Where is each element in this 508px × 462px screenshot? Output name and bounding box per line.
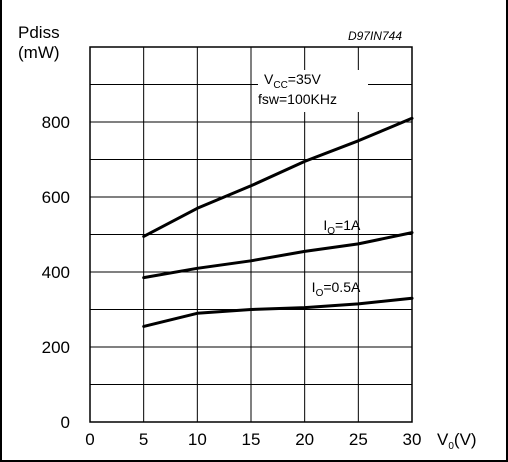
series-line [142, 231, 414, 280]
vcc-label: VCC=35V [264, 71, 322, 91]
series-label-sub: O [327, 226, 335, 237]
vcc-main: V [264, 71, 274, 87]
series-label-value: =0.5A [323, 279, 361, 295]
plot-area [89, 46, 413, 423]
series-label-value: =1A [335, 217, 361, 233]
y-tick-label: 600 [42, 188, 70, 207]
vcc-value: =35V [288, 71, 322, 87]
fsw-label: fsw=100KHz [258, 91, 337, 107]
x-axis-label-unit: (V) [454, 430, 477, 449]
vcc-sub: CC [273, 80, 287, 91]
tick-labels: 0 5 10 15 20 25 30 0 200 400 600 800 [42, 113, 422, 449]
x-tick-label: 5 [139, 430, 148, 449]
x-tick-label: 20 [295, 430, 314, 449]
x-axis-label-sub: 0 [448, 441, 454, 452]
y-tick-label: 0 [61, 413, 70, 432]
condition-annotation: VCC=35V fsw=100KHz [258, 70, 368, 112]
series-label: IO=1A [323, 217, 361, 237]
x-axis-label: V0(V) [437, 430, 477, 452]
x-tick-label: 30 [403, 430, 422, 449]
series-line [142, 116, 414, 238]
y-axis-label-line1: Pdiss [18, 23, 60, 42]
y-axis-label-line2: (mW) [18, 43, 60, 62]
series-label-main: I [312, 279, 316, 295]
x-tick-label: 25 [349, 430, 368, 449]
y-tick-label: 200 [42, 338, 70, 357]
x-tick-label: 15 [242, 430, 261, 449]
series-label: IO=0.5A [312, 279, 361, 299]
x-axis-label-main: V [437, 430, 449, 449]
y-tick-label: 400 [42, 263, 70, 282]
series-label-sub: O [316, 288, 324, 299]
figure-code: D97IN744 [348, 29, 402, 43]
x-tick-label: 0 [85, 430, 94, 449]
y-tick-label: 800 [42, 113, 70, 132]
series-label-main: I [323, 217, 327, 233]
series-line [142, 296, 414, 328]
condition-background [258, 70, 368, 112]
x-tick-label: 10 [188, 430, 207, 449]
